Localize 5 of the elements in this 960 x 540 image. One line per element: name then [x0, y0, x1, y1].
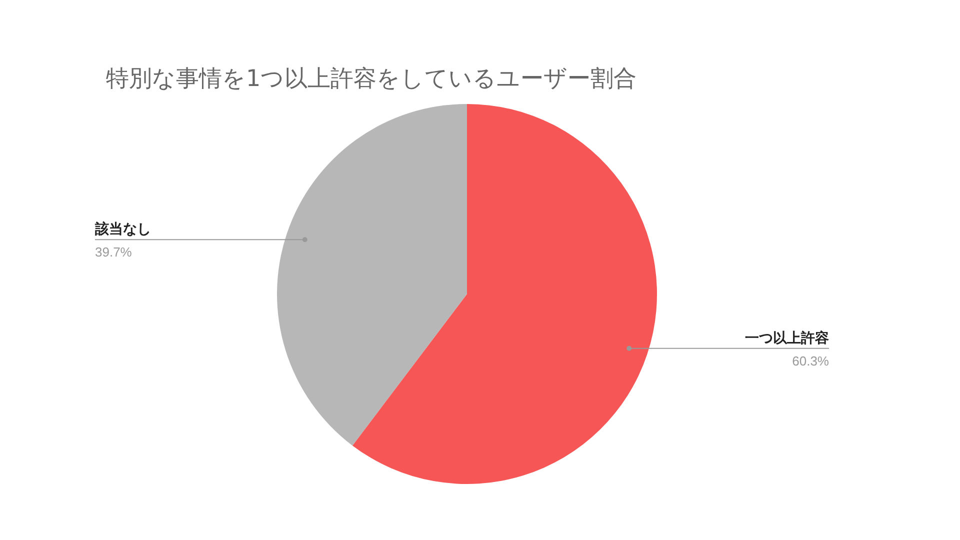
data-label: 39.7%	[95, 244, 132, 260]
data-label: 60.3%	[792, 353, 830, 368]
slice-label: 一つ以上許容	[745, 329, 829, 346]
slice-label: 該当なし	[94, 220, 151, 238]
chart-title: 特別な事情を1つ以上許容をしているユーザー割合	[106, 65, 637, 94]
